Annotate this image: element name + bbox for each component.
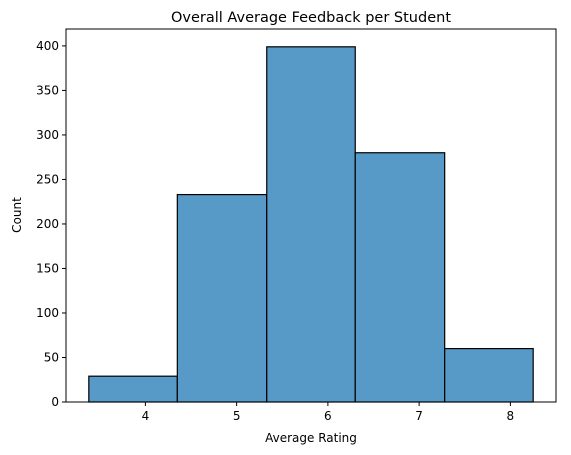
histogram-bar-2 [176, 193, 268, 403]
y-tick-label: 50 [44, 350, 59, 364]
histogram-bar-5 [444, 347, 534, 403]
y-tick-label: 200 [36, 217, 59, 231]
x-tick-label: 7 [415, 409, 423, 423]
y-axis-label: Count [10, 197, 24, 233]
x-tick-label: 5 [233, 409, 241, 423]
y-tick-label: 250 [36, 172, 59, 186]
chart-title: Overall Average Feedback per Student [171, 10, 451, 26]
histogram-bar-4 [354, 152, 446, 403]
plot-frame [65, 28, 557, 403]
x-tick-label: 4 [142, 409, 150, 423]
y-tick-label: 100 [36, 306, 59, 320]
x-axis: 4 5 6 7 8 [142, 402, 515, 423]
histogram-bar-1 [88, 375, 178, 403]
y-tick-label: 400 [36, 39, 59, 53]
bars-group [88, 46, 534, 403]
y-tick-label: 0 [51, 395, 59, 409]
x-tick-label: 6 [324, 409, 332, 423]
x-tick-label: 8 [507, 409, 515, 423]
y-tick-label: 150 [36, 261, 59, 275]
y-axis: 0 50 100 150 200 250 300 350 400 [36, 39, 66, 409]
x-axis-label: Average Rating [265, 431, 357, 445]
histogram-bar-3 [266, 46, 356, 403]
y-tick-label: 350 [36, 83, 59, 97]
y-tick-label: 300 [36, 128, 59, 142]
